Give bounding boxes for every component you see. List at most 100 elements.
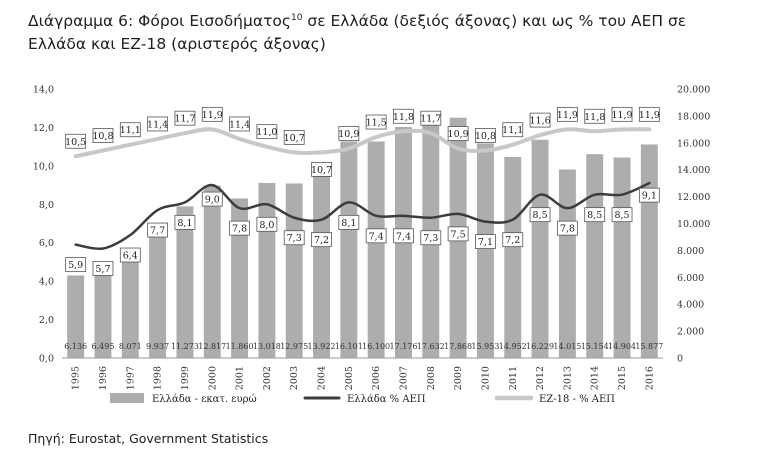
x-tick-label: 2012 <box>535 366 546 390</box>
greece-data-label-box <box>65 257 87 273</box>
line-ez18 <box>73 127 652 159</box>
bar-2014 <box>586 154 604 358</box>
x-tick-label: 2004 <box>317 366 328 390</box>
x-tick-label: 2005 <box>344 366 355 390</box>
ez18-data-label-text: 11,1 <box>502 125 523 136</box>
ez18-data-label-text: 11,0 <box>256 127 277 138</box>
x-tick-label: 2009 <box>453 366 464 390</box>
ez18-data-label-text: 10,9 <box>338 129 359 140</box>
line-greece <box>74 181 651 251</box>
ez18-data-label: 10,5 <box>65 133 86 149</box>
x-tick-label: 2007 <box>398 366 409 390</box>
greece-data-label: 7,2 <box>502 232 524 248</box>
greece-data-label: 8,5 <box>584 207 606 223</box>
greece-data-label-text: 7,2 <box>505 235 520 246</box>
greece-data-label-text: 5,7 <box>95 264 110 275</box>
x-tick-label: 2015 <box>617 366 628 390</box>
right-axis-tick-label: 0 <box>677 354 683 365</box>
bar-2013 <box>558 169 576 358</box>
bar-1995 <box>67 275 85 358</box>
x-tick-label: 2002 <box>262 366 273 390</box>
ez18-data-label: 10,7 <box>283 130 305 145</box>
ez18-data-label-box <box>201 106 223 122</box>
bar-2016 <box>640 144 658 358</box>
greece-data-label-text: 6,4 <box>123 251 138 262</box>
ez18-data-label-box <box>502 122 524 138</box>
bar-value-label: 12.817 <box>198 342 226 351</box>
legend: Ελλάδα - εκατ. ευρώ Ελλάδα % ΑΕΠ ΕΖ-18 - %… <box>110 393 615 405</box>
greece-data-label: 7,7 <box>147 222 169 238</box>
greece-data-label: 8,0 <box>256 216 278 232</box>
greece-data-label-box <box>229 220 250 236</box>
x-tick-label: 1995 <box>71 366 82 390</box>
ez18-data-label-text: 10,8 <box>92 131 113 142</box>
greece-data-label-box <box>92 261 114 276</box>
bar-value-label: 13.922 <box>308 342 336 351</box>
chart-title-main: Διάγραμμα 6: Φόροι Εισοδήματος <box>28 12 291 31</box>
greece-data-label-box <box>475 234 496 249</box>
bar-value-label: 14.904 <box>608 342 636 351</box>
ez18-data-label-box <box>119 122 141 138</box>
legend-label: ΕΖ-18 - % ΑΕΠ <box>539 394 615 405</box>
bar-1997 <box>121 249 139 358</box>
bar-value-label: 17.176 <box>389 342 417 351</box>
ez18-data-label: 11,8 <box>584 108 606 124</box>
greece-data-label-box <box>283 230 305 246</box>
ez18-data-label-text: 11,9 <box>611 110 632 121</box>
ez18-data-label: 11,9 <box>557 106 578 122</box>
x-tick-label: 2008 <box>426 366 437 390</box>
ez18-data-label: 11,7 <box>420 110 441 126</box>
greece-data-label-text: 8,1 <box>341 218 356 229</box>
greece-data-label-box <box>502 232 524 248</box>
greece-data-label-box <box>119 247 141 263</box>
ez18-data-label: 10,8 <box>92 128 114 143</box>
ez18-data-label-box <box>529 112 551 128</box>
bar-value-label: 9.937 <box>146 342 169 351</box>
greece-data-label-text: 7,1 <box>478 237 493 248</box>
right-axis-tick-label: 16.000 <box>677 138 710 149</box>
greece-data-label: 7,5 <box>447 226 469 242</box>
greece-data-label-box <box>147 222 169 238</box>
bar-value-label: 15.953 <box>471 342 499 351</box>
ez18-data-label-text: 11,5 <box>366 118 387 129</box>
ez18-data-label-text: 10,7 <box>284 133 305 144</box>
x-tick-label: 1997 <box>125 366 136 390</box>
ez18-data-label-text: 11,9 <box>639 110 660 121</box>
bar-value-label: 15.877 <box>635 342 663 351</box>
greece-data-label-text: 8,5 <box>533 210 548 221</box>
greece-data-label-text: 7,7 <box>150 226 165 237</box>
ez18-data-label-box <box>174 110 196 126</box>
bar-value-label: 17.632 <box>417 342 445 351</box>
greece-data-label-text: 8,5 <box>614 210 629 221</box>
greece-data-label: 6,4 <box>119 247 141 263</box>
greece-data-label-box <box>338 214 360 230</box>
bar-2001 <box>231 198 249 358</box>
greece-data-label: 5,7 <box>92 261 114 276</box>
greece-data-label: 7,4 <box>393 228 414 244</box>
ez18-data-label-box <box>584 108 606 124</box>
greece-data-label: 8,5 <box>529 207 551 223</box>
bar-2003 <box>285 183 303 358</box>
bar-2012 <box>531 139 549 358</box>
chart-title-footnote: 10 <box>291 13 303 23</box>
ez18-data-label: 11,4 <box>147 116 169 132</box>
greece-data-label: 7,2 <box>311 232 332 248</box>
left-axis-tick-label: 6,0 <box>39 238 54 249</box>
x-tick-label: 2010 <box>480 366 491 390</box>
ez18-data-label: 10,9 <box>338 126 359 141</box>
ez18-data-label-box <box>283 130 305 145</box>
bar-value-label: 8.071 <box>119 342 142 351</box>
greece-data-label-box <box>174 214 196 230</box>
legend-label: Ελλάδα - εκατ. ευρώ <box>152 394 257 405</box>
ez18-data-label-text: 11,7 <box>420 114 441 125</box>
ez18-data-label-box <box>147 116 169 132</box>
ez18-data-label-text: 11,8 <box>393 112 414 123</box>
ez18-data-label: 11,7 <box>174 110 196 126</box>
chart-title: Διάγραμμα 6: Φόροι Εισοδήματος10 σε Ελλά… <box>28 7 748 56</box>
bar-2011 <box>504 156 522 358</box>
ez18-data-label: 10,8 <box>475 128 496 143</box>
bar-value-label: 12.975 <box>280 342 308 351</box>
right-axis-tick-label: 2.000 <box>677 327 704 338</box>
greece-data-label: 7,8 <box>556 220 578 236</box>
ez18-data-label: 11,1 <box>119 122 141 138</box>
